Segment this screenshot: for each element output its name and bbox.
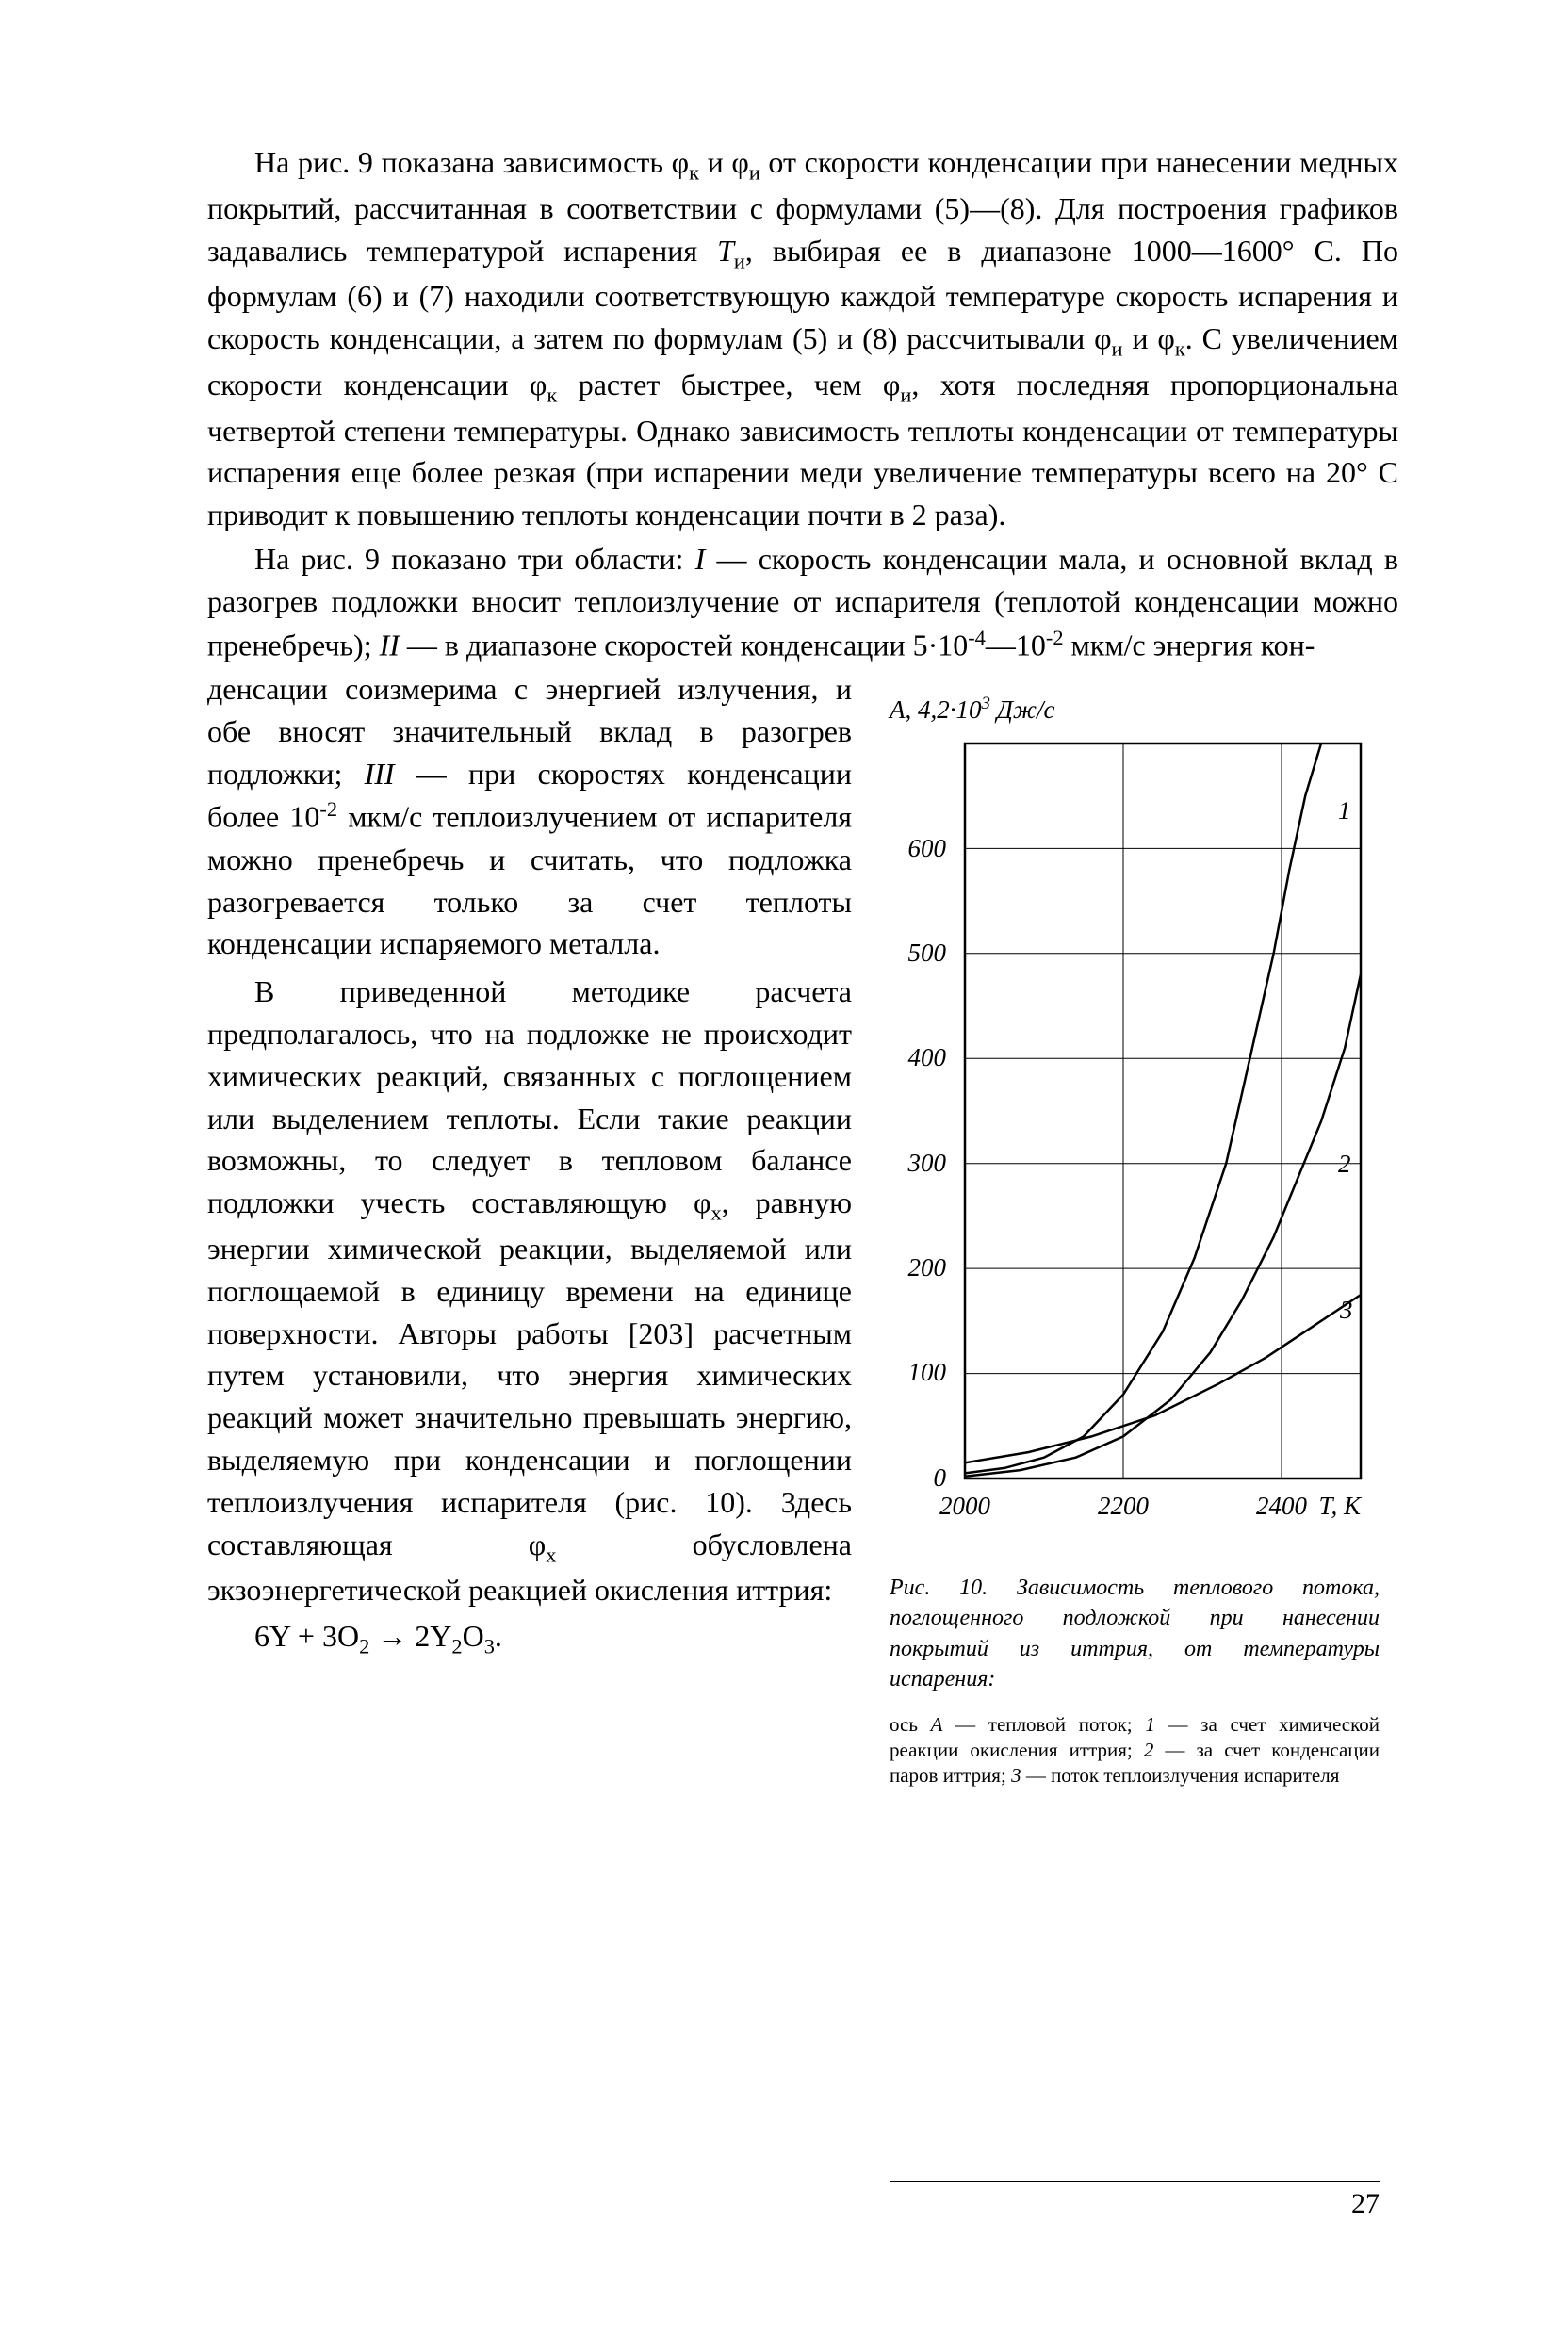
svg-text:100: 100 — [908, 1358, 947, 1386]
chart-container: A, 4,2·103 Дж/с — [890, 696, 1380, 1544]
svg-text:300: 300 — [907, 1149, 947, 1177]
line-chart: 0 100 200 300 400 500 600 2000 2200 2400… — [890, 696, 1380, 1544]
svg-text:0: 0 — [934, 1463, 947, 1492]
figure-caption-legend: ось A — тепловой поток; 1 — за счет хими… — [890, 1712, 1380, 1789]
paragraph-2-cont: денсации соизмерима с энергией излучения… — [207, 668, 852, 965]
svg-text:600: 600 — [908, 834, 947, 862]
figure-caption: Рис. 10. Зависимость теплового потока, п… — [890, 1573, 1380, 1695]
y-axis-label: A, 4,2·103 Дж/с — [890, 692, 1054, 728]
two-column-layout: денсации соизмерима с энергией излучения… — [207, 668, 1398, 1788]
left-column: денсации соизмерима с энергией излучения… — [207, 668, 852, 1661]
paragraph-2: На рис. 9 показано три области: I — скор… — [207, 538, 1398, 666]
svg-text:200: 200 — [908, 1253, 947, 1282]
svg-text:3: 3 — [1339, 1296, 1353, 1324]
svg-text:2000: 2000 — [939, 1492, 991, 1520]
svg-text:400: 400 — [908, 1043, 947, 1071]
svg-text:T, K: T, K — [1318, 1492, 1363, 1520]
svg-text:500: 500 — [908, 939, 947, 967]
paragraph-1: На рис. 9 показана зависимость φк и φи о… — [207, 141, 1398, 536]
page-number: 27 — [1351, 2188, 1380, 2220]
page-content: На рис. 9 показана зависимость φк и φи о… — [207, 141, 1398, 1788]
svg-text:2: 2 — [1338, 1150, 1351, 1178]
svg-text:1: 1 — [1338, 796, 1351, 825]
svg-text:2400: 2400 — [1256, 1492, 1308, 1520]
page-rule — [890, 2181, 1380, 2182]
right-column: A, 4,2·103 Дж/с — [890, 668, 1398, 1788]
chemical-formula: 6Y + 3O2 → 2Y2O3. — [207, 1615, 852, 1661]
paragraph-3: В приведенной методике расчета предполаг… — [207, 971, 852, 1611]
svg-text:2200: 2200 — [1098, 1492, 1150, 1520]
